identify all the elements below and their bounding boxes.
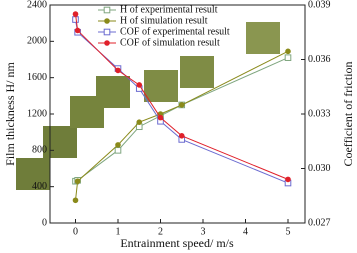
y2-tick-label: 0.033 — [308, 108, 331, 119]
x-tick-label: 2 — [158, 226, 163, 237]
y2-tick-label: 0.036 — [308, 54, 331, 65]
y2-tick-label: 0.039 — [308, 0, 331, 10]
point — [115, 67, 121, 74]
point — [136, 82, 143, 88]
inset-images — [16, 22, 280, 190]
legend-marker — [104, 40, 110, 46]
point — [285, 48, 291, 55]
x-axis-label: Entrainment speed/ m/s — [120, 236, 234, 250]
legend-label: COF of simulation result — [120, 37, 220, 48]
y-tick-label: 1600 — [27, 72, 47, 83]
y-tick-label: 0 — [42, 217, 47, 228]
point — [74, 27, 81, 34]
legend-marker — [104, 18, 110, 24]
x-tick-label: 0 — [73, 226, 78, 237]
y-axis-label: Film thickness H/ nm — [3, 62, 17, 166]
y2-tick-label: 0.030 — [308, 163, 331, 174]
point — [114, 147, 122, 154]
point — [74, 178, 81, 185]
legend-marker — [103, 6, 111, 14]
y-tick-label: 1200 — [27, 108, 47, 119]
y2-tick-label: 0.027 — [308, 217, 331, 228]
legend-label: COF of experimental result — [120, 26, 230, 37]
point — [178, 102, 185, 108]
point — [178, 133, 185, 139]
legend-label: H of experimental result — [120, 4, 218, 15]
x-tick-label: 1 — [116, 226, 121, 237]
legend-label: H of simulation result — [120, 15, 208, 26]
point — [72, 197, 79, 204]
point — [136, 119, 143, 125]
point — [284, 54, 292, 61]
point — [72, 11, 79, 17]
y-tick-label: 2400 — [27, 0, 47, 10]
point — [115, 142, 121, 148]
legend-marker — [103, 28, 111, 36]
point — [157, 114, 164, 121]
x-tick-label: 5 — [286, 226, 291, 237]
point — [285, 176, 291, 183]
y2-axis-label: Coefficient of friction — [341, 61, 355, 166]
x-tick-label: 4 — [243, 226, 248, 237]
y-tick-label: 400 — [32, 181, 47, 192]
x-tick-label: 3 — [201, 226, 206, 237]
y-tick-label: 2000 — [27, 36, 47, 47]
y-tick-label: 800 — [32, 145, 47, 156]
